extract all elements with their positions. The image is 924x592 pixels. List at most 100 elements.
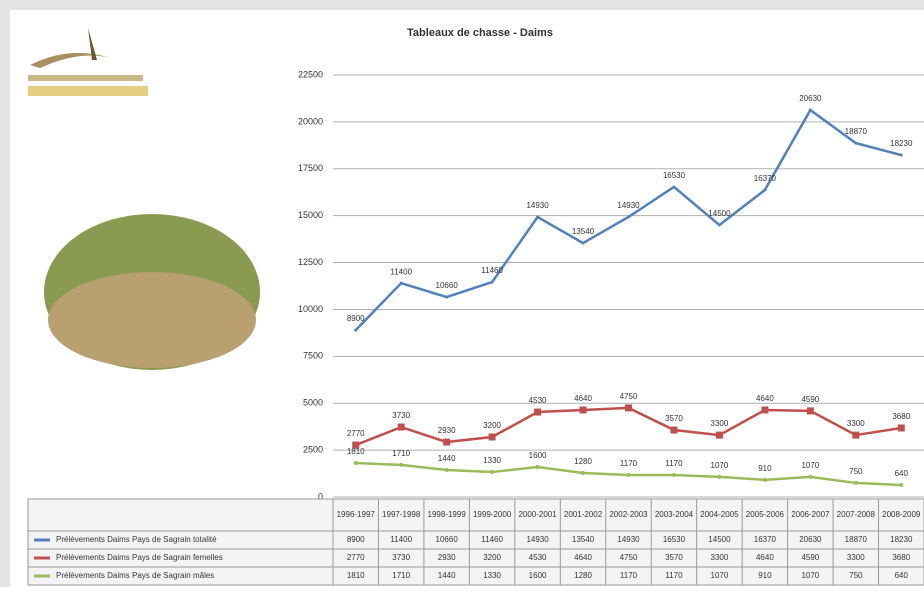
point xyxy=(762,477,767,482)
table-cell: 1710 xyxy=(392,571,410,580)
point xyxy=(715,431,723,439)
table-cell: 1070 xyxy=(801,571,819,580)
y-tick-label: 2500 xyxy=(303,444,323,454)
table-bg xyxy=(27,498,924,586)
point xyxy=(399,462,404,467)
point xyxy=(397,423,405,431)
table-cell: 1280 xyxy=(574,571,592,580)
y-tick-label: 22500 xyxy=(298,69,323,79)
data-label: 4640 xyxy=(574,394,592,403)
data-label: 4750 xyxy=(620,392,638,401)
x-tick-label: 1997-1998 xyxy=(382,510,421,519)
table-cell: 14930 xyxy=(526,535,549,544)
data-label: 3300 xyxy=(711,419,729,428)
y-tick-label: 20000 xyxy=(298,116,323,126)
point xyxy=(627,215,630,219)
table-cell: 11460 xyxy=(481,535,503,544)
table-cell: 11400 xyxy=(390,535,412,544)
point xyxy=(534,408,542,416)
point xyxy=(490,470,495,475)
point xyxy=(399,281,403,285)
point xyxy=(806,407,814,415)
data-label: 1710 xyxy=(392,449,410,458)
y-tick-label: 15000 xyxy=(298,210,323,220)
table-cell: 3680 xyxy=(892,553,910,562)
table-cell: 2770 xyxy=(347,553,365,562)
data-label: 4530 xyxy=(529,396,547,405)
y-tick-label: 10000 xyxy=(298,304,323,314)
table-cell: 20630 xyxy=(799,535,822,544)
table-cell: 13540 xyxy=(572,535,595,544)
table-cell: 1330 xyxy=(483,571,501,580)
data-label: 14930 xyxy=(617,201,640,210)
data-label: 2930 xyxy=(438,426,456,435)
x-tick-label: 2004-2005 xyxy=(700,510,739,519)
x-tick-label: 1998-1999 xyxy=(428,510,467,519)
table-cell: 2930 xyxy=(438,553,456,562)
y-tick-label: 12500 xyxy=(298,257,323,267)
table-cell: 1070 xyxy=(711,571,729,580)
x-tick-label: 2005-2006 xyxy=(746,510,785,519)
legend-label: Prélèvements Daims Pays de Sagrain mâles xyxy=(56,571,214,580)
point xyxy=(853,480,858,485)
table-cell: 4640 xyxy=(756,553,774,562)
x-tick-label: 2002-2003 xyxy=(609,510,648,519)
data-label: 1440 xyxy=(438,454,456,463)
data-label: 16530 xyxy=(663,171,686,180)
point xyxy=(444,467,449,472)
x-tick-label: 2008-2009 xyxy=(882,510,921,519)
data-label: 14500 xyxy=(708,209,731,218)
data-label: 3730 xyxy=(392,411,410,420)
data-label: 11460 xyxy=(481,266,503,275)
table-cell: 10660 xyxy=(436,535,459,544)
data-label: 11400 xyxy=(390,267,412,276)
point xyxy=(671,473,676,478)
y-tick-label: 17500 xyxy=(298,163,323,173)
data-label: 13540 xyxy=(572,227,595,236)
x-tick-label: 2001-2002 xyxy=(564,510,603,519)
point xyxy=(352,441,360,449)
table-cell: 18230 xyxy=(890,535,913,544)
data-label: 1070 xyxy=(801,461,819,470)
data-label: 16370 xyxy=(754,174,777,183)
table-cell: 3300 xyxy=(711,553,729,562)
point xyxy=(581,241,585,245)
x-tick-label: 2007-2008 xyxy=(837,510,876,519)
data-label: 2770 xyxy=(347,429,365,438)
point xyxy=(761,406,769,414)
point xyxy=(899,482,904,487)
x-tick-label: 2003-2004 xyxy=(655,510,694,519)
data-label: 1170 xyxy=(620,459,638,468)
table-cell: 18870 xyxy=(845,535,868,544)
y-tick-label: 0 xyxy=(318,491,323,501)
point xyxy=(581,470,586,475)
point xyxy=(354,328,358,332)
data-label: 8900 xyxy=(347,314,365,323)
data-label: 10660 xyxy=(436,281,459,290)
data-label: 3200 xyxy=(483,421,501,430)
table-cell: 3570 xyxy=(665,553,683,562)
point xyxy=(808,474,813,479)
data-label: 4640 xyxy=(756,394,774,403)
point xyxy=(717,474,722,479)
point xyxy=(488,433,496,441)
point xyxy=(897,424,905,432)
y-tick-label: 5000 xyxy=(303,398,323,408)
point xyxy=(670,426,678,434)
chart-title: Tableaux de chasse - Daims xyxy=(407,27,553,39)
data-label: 18870 xyxy=(845,127,868,136)
data-label: 3300 xyxy=(847,419,865,428)
data-label: 1070 xyxy=(711,461,729,470)
data-label: 4590 xyxy=(801,395,819,404)
table-cell: 4530 xyxy=(529,553,547,562)
data-label: 910 xyxy=(758,464,772,473)
point xyxy=(579,406,587,414)
table-cell: 750 xyxy=(849,571,863,580)
y-tick-label: 7500 xyxy=(303,351,323,361)
data-label: 18230 xyxy=(890,139,913,148)
x-tick-label: 1999-2000 xyxy=(473,510,512,519)
point xyxy=(536,215,540,219)
table-cell: 3300 xyxy=(847,553,865,562)
logo xyxy=(28,28,148,96)
point xyxy=(490,280,494,284)
